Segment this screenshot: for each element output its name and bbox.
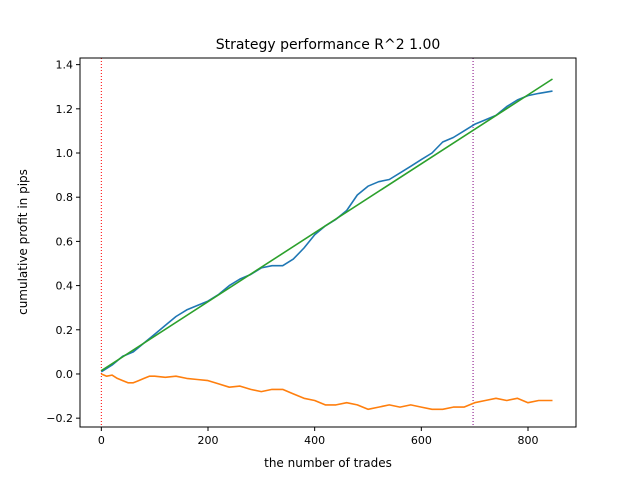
y-tick-label: 0.2 xyxy=(56,324,74,337)
series-line-2 xyxy=(100,78,553,372)
x-tick-label: 400 xyxy=(304,434,325,447)
chart-title: Strategy performance R^2 1.00 xyxy=(216,37,441,53)
y-tick-label: 0.6 xyxy=(56,235,74,248)
y-axis-label: cumulative profit in pips xyxy=(16,169,30,315)
y-axis: −0.2 0.0 0.2 0.4 0.6 0.8 1.0 1.2 1.4 xyxy=(46,59,80,425)
y-tick-label: 0.0 xyxy=(56,368,74,381)
y-tick-label: 0.4 xyxy=(56,280,74,293)
y-tick-label: 1.2 xyxy=(56,103,74,116)
y-tick-label: 1.0 xyxy=(56,147,74,160)
x-tick-label: 800 xyxy=(518,434,539,447)
x-axis-label: the number of trades xyxy=(264,456,392,470)
y-tick-label: 0.8 xyxy=(56,191,74,204)
axes-frame xyxy=(79,57,577,428)
x-tick-label: 600 xyxy=(411,434,432,447)
series-line-1 xyxy=(100,373,553,411)
y-tick-label: −0.2 xyxy=(46,412,73,425)
plot-area xyxy=(100,58,553,427)
x-axis: 0 200 400 600 800 xyxy=(98,427,539,447)
x-tick-label: 0 xyxy=(98,434,105,447)
x-tick-label: 200 xyxy=(198,434,219,447)
y-tick-label: 1.4 xyxy=(56,59,74,72)
